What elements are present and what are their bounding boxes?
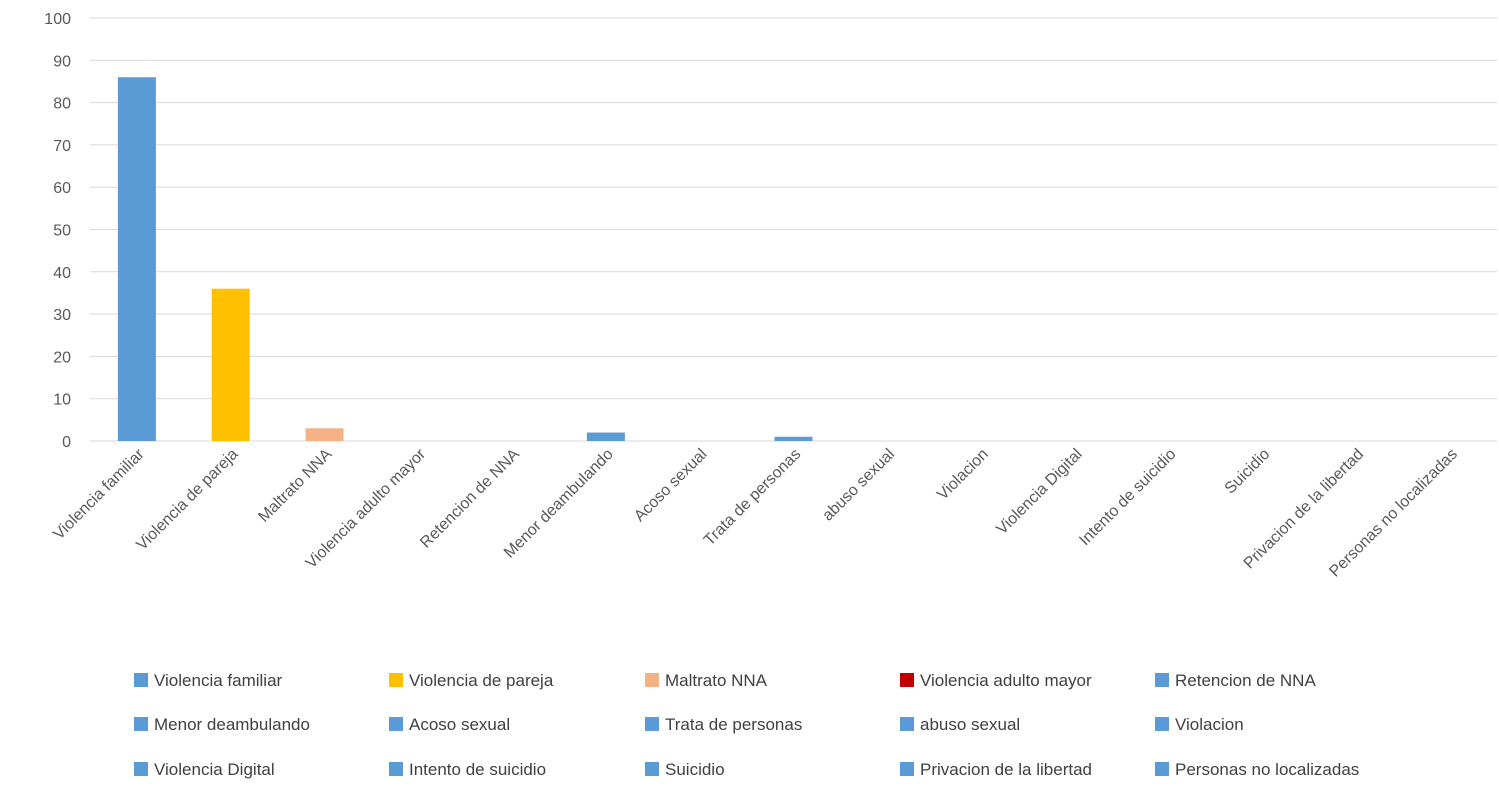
- legend-swatch: [645, 762, 659, 776]
- bar-0: [117, 77, 156, 441]
- y-tick-label: 20: [53, 349, 71, 366]
- x-category-label: Trata de personas: [701, 446, 804, 549]
- legend-label: Personas no localizadas: [1175, 760, 1359, 779]
- y-axis-ticks: 0 10 20 30 40 50 60 70 80 90 100: [44, 11, 71, 451]
- x-category-label: Retencion de NNA: [417, 446, 523, 552]
- x-category-label: Violacion: [934, 446, 992, 504]
- legend: Violencia familiar Violencia de pareja Mal…: [134, 671, 1359, 779]
- legend-label: Intento de suicidio: [409, 760, 546, 779]
- legend-swatch: [900, 673, 914, 687]
- bar-5: [586, 432, 625, 441]
- legend-label: Trata de personas: [665, 715, 802, 734]
- x-category-label: Suicidio: [1222, 446, 1274, 498]
- legend-label: Violencia adulto mayor: [920, 671, 1092, 690]
- legend-swatch: [645, 673, 659, 687]
- legend-label: Violencia de pareja: [409, 671, 554, 690]
- bar-2: [305, 428, 344, 441]
- legend-label: Violencia Digital: [154, 760, 275, 779]
- legend-swatch: [134, 717, 148, 731]
- legend-label: Menor deambulando: [154, 715, 310, 734]
- legend-swatch: [389, 717, 403, 731]
- x-category-label: Maltrato NNA: [255, 446, 335, 526]
- bars: [117, 77, 813, 441]
- gridlines: [90, 17, 1497, 442]
- x-category-label: Intento de suicidio: [1076, 446, 1179, 549]
- y-tick-label: 10: [53, 392, 71, 409]
- y-tick-label: 100: [44, 11, 71, 28]
- legend-swatch: [1155, 762, 1169, 776]
- legend-label: Privacion de la libertad: [920, 760, 1092, 779]
- y-tick-label: 40: [53, 265, 71, 282]
- legend-label: Maltrato NNA: [665, 671, 768, 690]
- legend-swatch: [134, 673, 148, 687]
- legend-swatch: [1155, 673, 1169, 687]
- legend-swatch: [900, 717, 914, 731]
- legend-swatch: [645, 717, 659, 731]
- legend-swatch: [134, 762, 148, 776]
- legend-label: abuso sexual: [920, 715, 1020, 734]
- legend-swatch: [389, 673, 403, 687]
- legend-label: Violencia familiar: [154, 671, 283, 690]
- y-tick-label: 90: [53, 53, 71, 70]
- bar-7: [774, 436, 813, 441]
- legend-label: Suicidio: [665, 760, 725, 779]
- y-tick-label: 0: [62, 434, 71, 451]
- legend-label: Retencion de NNA: [1175, 671, 1316, 690]
- x-category-label: Violencia familiar: [50, 445, 148, 543]
- legend-label: Acoso sexual: [409, 715, 510, 734]
- x-category-label: Menor deambulando: [501, 446, 617, 562]
- bar-1: [211, 288, 250, 441]
- legend-swatch: [389, 762, 403, 776]
- legend-swatch: [900, 762, 914, 776]
- y-tick-label: 60: [53, 180, 71, 197]
- legend-label: Violacion: [1175, 715, 1244, 734]
- y-tick-label: 30: [53, 307, 71, 324]
- y-tick-label: 50: [53, 223, 71, 240]
- y-tick-label: 80: [53, 96, 71, 113]
- x-category-label: Acoso sexual: [631, 446, 710, 525]
- x-category-label: Violencia de pareja: [133, 446, 241, 554]
- x-category-label: Violencia Digital: [993, 446, 1085, 538]
- y-tick-label: 70: [53, 138, 71, 155]
- x-category-label: abuso sexual: [819, 446, 898, 525]
- legend-swatch: [1155, 717, 1169, 731]
